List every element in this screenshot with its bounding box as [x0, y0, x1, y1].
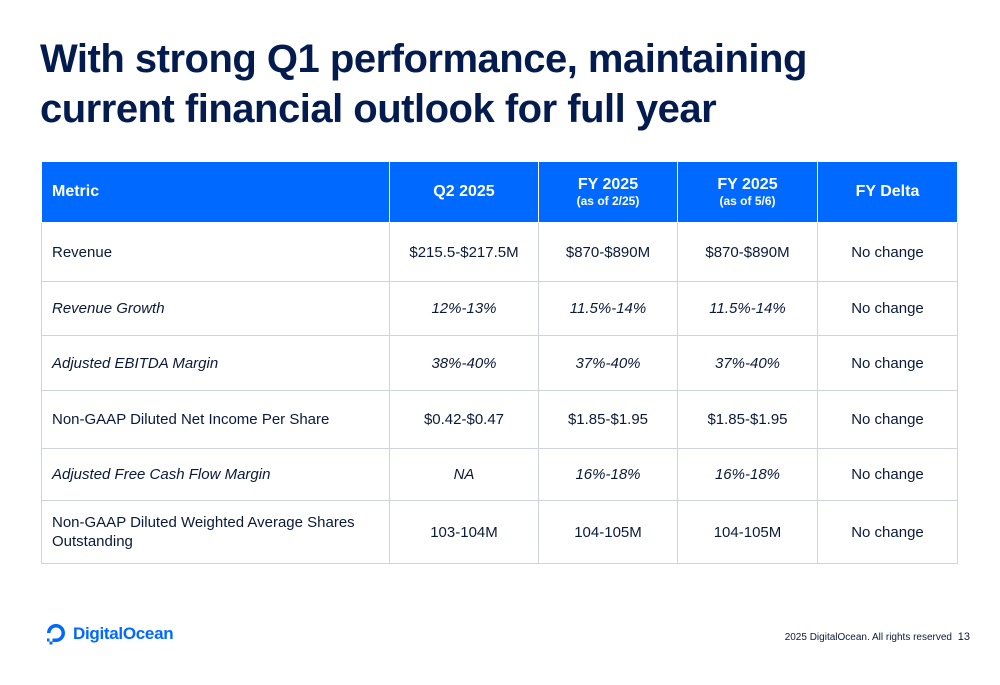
fy-2025-current-cell: 11.5%-14% [677, 281, 818, 336]
header-fy-current-main: FY 2025 [717, 176, 778, 193]
fy-2025-prior-cell: 16%-18% [538, 448, 678, 501]
fy-delta-cell: No change [817, 448, 958, 501]
table-row: Non-GAAP Diluted Weighted Average Shares… [41, 500, 958, 564]
table-row: Revenue $215.5-$217.5M $870-$890M $870-$890… [41, 222, 958, 282]
fy-2025-current-cell: $870-$890M [677, 222, 818, 282]
header-fy-2025-current: FY 2025 (as of 5/6) [677, 161, 818, 223]
fy-delta-cell: No change [817, 500, 958, 564]
fy-2025-prior-cell: 11.5%-14% [538, 281, 678, 336]
fy-2025-current-cell: $1.85-$1.95 [677, 390, 818, 449]
fy-2025-prior-cell: $1.85-$1.95 [538, 390, 678, 449]
fy-delta-cell: No change [817, 222, 958, 282]
fy-2025-prior-cell: $870-$890M [538, 222, 678, 282]
header-fy-delta: FY Delta [817, 161, 958, 223]
fy-2025-current-cell: 16%-18% [677, 448, 818, 501]
fy-2025-prior-cell: 37%-40% [538, 335, 678, 391]
metric-cell: Non-GAAP Diluted Net Income Per Share [41, 390, 390, 449]
metric-cell: Adjusted Free Cash Flow Margin [41, 448, 390, 501]
table-row: Adjusted Free Cash Flow Margin NA 16%-18% 1… [41, 448, 958, 501]
logo-text: DigitalOcean [73, 624, 174, 643]
digitalocean-logo-icon [47, 624, 65, 645]
table-row: Revenue Growth 12%-13% 11.5%-14% 11.5%-14% N… [41, 281, 958, 336]
fy-2025-current-cell: 37%-40% [677, 335, 818, 391]
footer-copyright: 2025 DigitalOcean. All rights reserved [784, 632, 952, 643]
table-row: Adjusted EBITDA Margin 38%-40% 37%-40% 37%-… [41, 335, 958, 391]
header-fy-prior-sub: (as of 2/25) [576, 194, 640, 208]
metric-cell: Revenue [41, 222, 390, 282]
fy-2025-current-cell: 104-105M [677, 500, 818, 564]
page-number: 13 [957, 631, 970, 643]
header-fy-2025-prior: FY 2025 (as of 2/25) [538, 161, 678, 223]
q2-2025-cell: $0.42-$0.47 [389, 390, 539, 449]
fy-2025-prior-cell: 104-105M [538, 500, 678, 564]
fy-delta-cell: No change [817, 390, 958, 449]
table-header-row: Metric Q2 2025 FY 2025 (as of 2/25) FY 2… [41, 161, 958, 223]
q2-2025-cell: 12%-13% [389, 281, 539, 336]
metric-cell: Revenue Growth [41, 281, 390, 336]
digitalocean-logo: DigitalOcean [47, 622, 174, 646]
metric-cell: Non-GAAP Diluted Weighted Average Shares… [41, 500, 390, 564]
slide-title: With strong Q1 performance, maintaining … [40, 37, 807, 131]
q2-2025-cell: 38%-40% [389, 335, 539, 391]
fy-delta-cell: No change [817, 281, 958, 336]
financial-outlook-table: Metric Q2 2025 FY 2025 (as of 2/25) FY 2… [41, 161, 958, 564]
q2-2025-cell: $215.5-$217.5M [389, 222, 539, 282]
header-fy-prior-main: FY 2025 [577, 176, 639, 193]
header-q2-2025: Q2 2025 [389, 161, 539, 223]
q2-2025-cell: 103-104M [389, 500, 539, 564]
q2-2025-cell: NA [389, 448, 539, 501]
header-fy-current-sub: (as of 5/6) [719, 194, 776, 208]
metric-cell: Adjusted EBITDA Margin [41, 335, 390, 391]
header-metric: Metric [41, 161, 390, 223]
table-row: Non-GAAP Diluted Net Income Per Share $0.… [41, 390, 958, 449]
fy-delta-cell: No change [817, 335, 958, 391]
